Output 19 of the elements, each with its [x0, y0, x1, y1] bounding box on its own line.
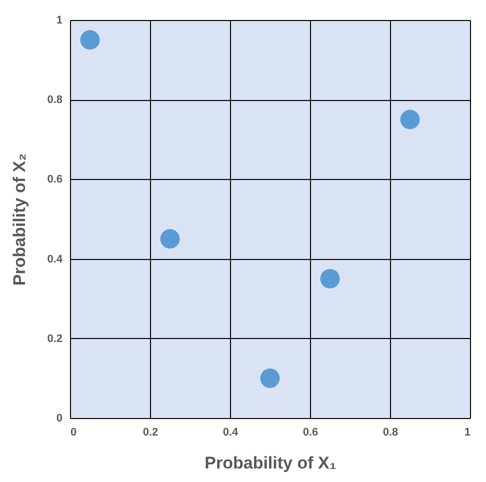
x-tick-label: 0.4	[222, 426, 240, 438]
point	[160, 229, 180, 249]
y-tick-label: 0.4	[47, 253, 64, 266]
y-tick-label: 0.2	[47, 332, 62, 345]
y-tick-label: 0.6	[47, 174, 62, 186]
y-tick-label: 1	[56, 14, 62, 26]
point	[320, 268, 340, 288]
x-tick-label: 0.6	[302, 426, 318, 438]
point	[400, 110, 420, 130]
y-tick-label: 0.8	[47, 94, 62, 106]
x-tick-label: 0.2	[142, 426, 158, 438]
point	[80, 30, 100, 50]
y-axis-title: Probability of X₂	[10, 153, 30, 286]
point	[260, 368, 280, 388]
x-axis-title: Probability of X₁	[204, 454, 336, 472]
x-tick-label: 1	[464, 426, 470, 438]
x-tick-label: 0	[70, 426, 77, 438]
x-tick-label: 0.8	[382, 426, 398, 438]
y-tick-label: 0	[56, 412, 62, 424]
